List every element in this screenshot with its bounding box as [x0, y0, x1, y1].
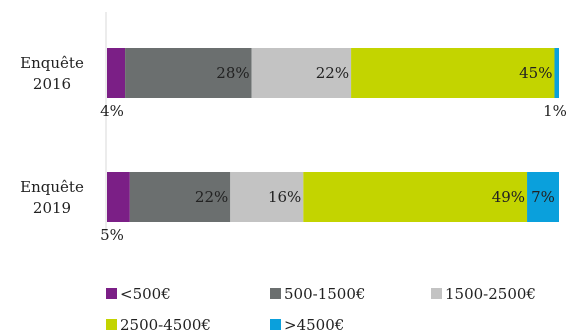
legend-label-4500: >4500€ [284, 316, 344, 334]
data-label-2500-4500-1: 49% [492, 188, 525, 206]
data-label-1500-2500-0: 22% [316, 64, 349, 82]
bar-segment-4500-0 [554, 48, 559, 98]
data-label-500-1500-0: 28% [216, 64, 249, 82]
category-label-enqu-te-2016: Enquête 2016 [20, 54, 84, 93]
legend-swatch-2500-4500 [106, 319, 117, 330]
data-label-500-1500-1: 22% [195, 188, 228, 206]
bar-segment-500-1 [107, 172, 130, 222]
legend-swatch-4500 [270, 319, 281, 330]
data-label-1500-2500-1: 16% [268, 188, 301, 206]
data-label-500-1: 5% [100, 226, 124, 244]
bar-segment-1500-2500-0 [251, 48, 352, 98]
bar-segment-4500-1 [527, 172, 559, 222]
bar-segment-2500-4500-0 [351, 48, 555, 98]
bars-layer [107, 48, 559, 222]
bar-segment-500-1500-1 [129, 172, 231, 222]
legend-swatch-500 [106, 288, 117, 299]
bar-segment-2500-4500-1 [303, 172, 528, 222]
legend: <500€ 500-1500€ 1500-2500€ 2500-4500€ >4500€ [106, 285, 536, 334]
bar-segment-500-1500-0 [125, 48, 252, 98]
legend-label-500-1500: 500-1500€ [284, 285, 365, 303]
data-label-2500-4500-0: 45% [519, 64, 552, 82]
legend-label-1500-2500: 1500-2500€ [445, 285, 536, 303]
bar-segment-1500-2500-1 [230, 172, 304, 222]
legend-label-2500-4500: 2500-4500€ [120, 316, 211, 334]
bar-segment-500-0 [107, 48, 126, 98]
category-label-line: Enquête [20, 54, 84, 72]
labels-layer: Enquête 2016 4% 28% 22% 45% 1% Enquête 2019 5% 22%… [20, 54, 566, 244]
legend-swatch-500-1500 [270, 288, 281, 299]
category-label-enqu-te-2019: Enquête 2019 [20, 178, 84, 217]
legend-swatch-1500-2500 [431, 288, 442, 299]
category-label-line: Enquête [20, 178, 84, 196]
legend-label-500: <500€ [120, 285, 171, 303]
data-label-4500-1: 7% [531, 188, 555, 206]
data-label-500-0: 4% [100, 102, 124, 120]
category-label-line: 2019 [33, 199, 71, 217]
data-label-4500-0: 1% [543, 102, 566, 120]
category-label-line: 2016 [33, 75, 71, 93]
